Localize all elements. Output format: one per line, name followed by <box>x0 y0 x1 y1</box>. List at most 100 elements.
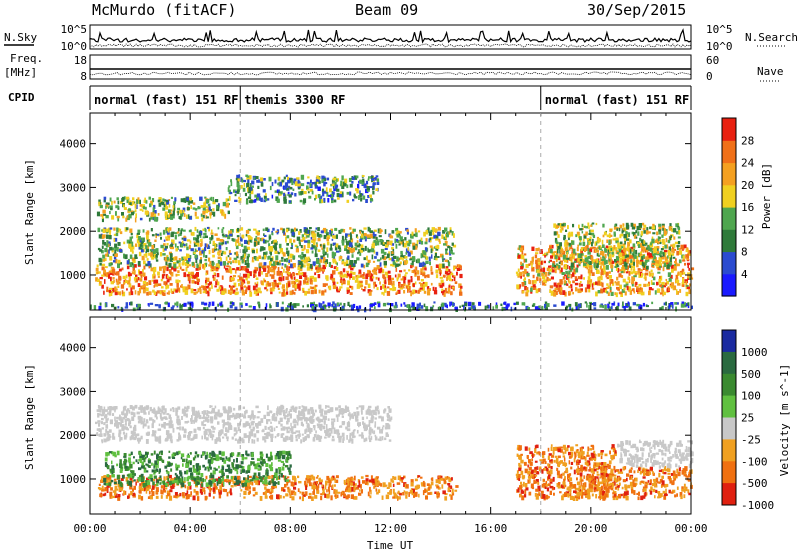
echo-cell <box>336 286 338 292</box>
echo-cell <box>353 263 355 266</box>
echo-cell <box>286 282 290 288</box>
echo-cell <box>168 290 170 295</box>
echo-cell <box>354 496 358 500</box>
echo-cell <box>635 282 638 286</box>
echo-cell <box>448 231 451 235</box>
echo-cell <box>171 246 174 250</box>
echo-cell <box>393 305 397 309</box>
echo-cell <box>178 216 182 219</box>
echo-cell <box>626 246 629 252</box>
echo-cell <box>250 189 254 195</box>
echo-cell <box>364 482 367 485</box>
echo-cell <box>431 254 433 259</box>
echo-cell <box>114 243 117 248</box>
echo-cell <box>608 271 611 274</box>
echo-cell <box>319 303 323 309</box>
echo-cell <box>125 227 129 231</box>
echo-cell <box>108 227 112 233</box>
echo-cell <box>632 243 636 248</box>
echo-cell <box>608 275 612 279</box>
echo-cell <box>182 287 186 293</box>
echo-cell <box>367 195 370 199</box>
echo-cell <box>272 264 276 270</box>
echo-cell <box>177 207 181 211</box>
echo-cell <box>613 231 616 235</box>
echo-cell <box>230 268 233 274</box>
echo-cell <box>513 302 516 306</box>
echo-cell <box>151 201 153 206</box>
echo-cell <box>168 227 172 231</box>
echo-cell <box>623 247 627 252</box>
echo-cell <box>182 458 186 463</box>
echo-cell <box>641 246 643 252</box>
echo-cell <box>353 193 356 197</box>
echo-cell <box>145 211 149 216</box>
echo-cell <box>433 234 437 239</box>
echo-cell <box>130 240 132 244</box>
echo-cell <box>358 492 362 496</box>
echo-cell <box>188 494 192 497</box>
echo-cell <box>268 260 272 266</box>
echo-cell <box>259 465 262 471</box>
echo-cell <box>111 200 113 205</box>
echo-cell <box>375 236 378 240</box>
echo-cell <box>428 231 432 236</box>
echo-cell <box>360 233 364 238</box>
echo-cell <box>410 257 413 260</box>
echo-cell <box>228 471 232 474</box>
echo-cell <box>217 251 220 255</box>
echo-cell <box>147 244 150 249</box>
echo-cell <box>417 275 420 281</box>
echo-cell <box>621 252 625 258</box>
echo-cell <box>392 248 395 252</box>
echo-cell <box>182 480 186 483</box>
echo-cell <box>266 228 270 233</box>
echo-cell <box>132 197 135 200</box>
echo-cell <box>153 472 156 475</box>
echo-cell <box>186 486 190 490</box>
echo-cell <box>228 482 231 486</box>
power-ylabel: Slant Range [km] <box>23 159 36 265</box>
echo-cell <box>219 286 224 291</box>
echo-cell <box>406 260 409 264</box>
echo-cell <box>265 306 267 311</box>
echo-cell <box>232 260 235 264</box>
echo-cell <box>661 223 665 227</box>
echo-cell <box>526 290 530 293</box>
echo-cell <box>134 203 137 209</box>
echo-cell <box>126 239 130 244</box>
echo-cell <box>139 208 143 211</box>
echo-cell <box>247 258 249 263</box>
echo-cell <box>162 253 166 256</box>
echo-cell <box>162 207 166 211</box>
echo-cell <box>137 306 141 311</box>
echo-cell <box>424 267 427 271</box>
echo-cell <box>341 175 344 181</box>
echo-cell <box>587 247 590 252</box>
echo-cell <box>313 233 317 238</box>
echo-cell <box>285 184 288 188</box>
echo-cell <box>348 487 352 493</box>
echo-cell <box>101 485 104 489</box>
echo-cell <box>162 274 165 279</box>
echo-cell <box>626 238 630 241</box>
echo-cell <box>102 239 105 245</box>
colorbar-segment <box>722 207 736 230</box>
echo-cell <box>153 254 156 259</box>
echo-cell <box>267 270 270 274</box>
echo-cell <box>172 456 176 459</box>
echo-cell <box>205 279 207 284</box>
echo-cell <box>296 236 301 241</box>
echo-cell <box>645 242 648 245</box>
echo-cell <box>201 217 204 222</box>
echo-cell <box>427 291 431 296</box>
echo-cell <box>320 493 323 496</box>
echo-cell <box>667 239 671 244</box>
echo-cell <box>192 476 195 480</box>
echo-cell <box>113 255 117 260</box>
echo-cell <box>632 248 635 254</box>
echo-cell <box>332 177 336 181</box>
echo-cell <box>221 250 225 254</box>
echo-cell <box>602 223 605 228</box>
